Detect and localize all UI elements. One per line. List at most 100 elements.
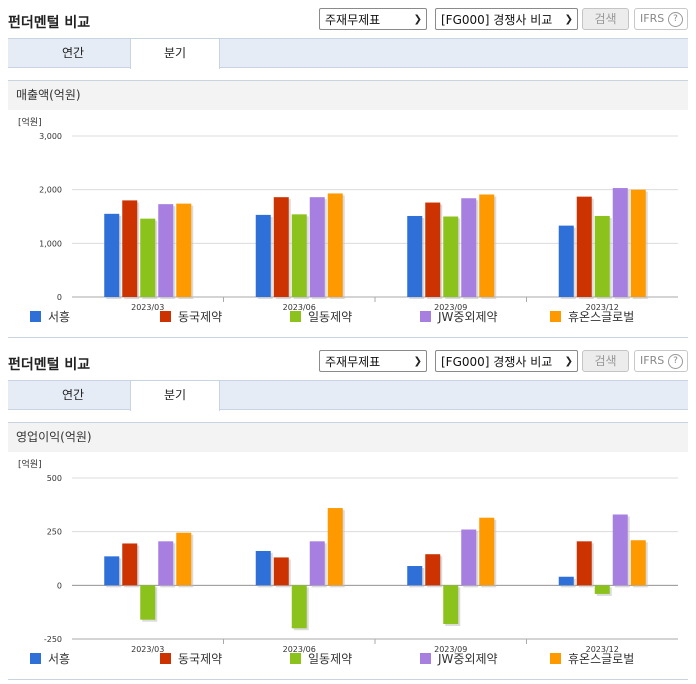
bar[interactable] <box>612 514 628 586</box>
y-tick-label: 0 <box>57 581 62 590</box>
revenue-chart: [억원] 0 1,000 2,000 3,000 2023/03 2023/06 2023/0… <box>18 116 678 324</box>
bar[interactable] <box>291 585 307 629</box>
bar[interactable] <box>291 214 307 297</box>
x-tick-label: 2023/06 <box>283 303 316 312</box>
chevron-down-icon: ❯ <box>413 356 422 367</box>
bar[interactable] <box>407 215 423 297</box>
tab-annual[interactable]: 연간 <box>61 388 85 402</box>
help-icon[interactable]: ? <box>668 354 683 369</box>
bar[interactable] <box>630 540 646 586</box>
bar[interactable] <box>327 193 343 297</box>
compare-select-value: [FG000] 경쟁사 비교 <box>441 355 553 369</box>
bar[interactable] <box>443 585 459 624</box>
statement-select-value: 주재무제표 <box>325 355 381 369</box>
bar[interactable] <box>255 550 271 586</box>
bar[interactable] <box>273 557 289 586</box>
bar[interactable] <box>630 189 646 297</box>
panel-title: 펀더멘털 비교 <box>8 15 91 31</box>
legend-swatch <box>290 653 301 664</box>
legend-label[interactable]: 동국제약 <box>178 651 222 666</box>
legend-label[interactable]: 동국제약 <box>178 309 222 324</box>
compare-select[interactable]: [FG000] 경쟁사 비교 ❯ <box>435 350 578 372</box>
bar[interactable] <box>443 216 459 298</box>
x-tick-label: 2023/03 <box>131 645 164 654</box>
bar[interactable] <box>327 508 343 586</box>
legend-label[interactable]: JW중외제약 <box>437 309 498 324</box>
legend-label[interactable]: 휴온스글로벌 <box>568 652 634 666</box>
bar[interactable] <box>104 213 120 297</box>
y-tick-label: 250 <box>47 528 62 537</box>
legend-label[interactable]: JW중외제약 <box>437 651 498 666</box>
legend-label[interactable]: 일동제약 <box>308 309 352 324</box>
x-tick-label: 2023/03 <box>131 303 164 312</box>
chart-title: 매출액(억원) <box>8 81 688 110</box>
legend-swatch <box>160 653 171 664</box>
bar[interactable] <box>558 576 574 586</box>
bar[interactable] <box>140 585 156 620</box>
legend-swatch <box>550 653 561 664</box>
compare-select[interactable]: [FG000] 경쟁사 비교 ❯ <box>435 8 578 30</box>
panel-header: 펀더멘털 비교 주재무제표 ❯ [FG000] 경쟁사 비교 ❯ 검색 IFRS… <box>0 342 696 380</box>
bar[interactable] <box>479 517 495 586</box>
bar[interactable] <box>479 194 495 297</box>
y-tick-label: 2,000 <box>39 186 62 195</box>
y-tick-label: 0 <box>57 293 62 302</box>
bar[interactable] <box>425 202 441 297</box>
bar[interactable] <box>122 200 138 297</box>
period-tabs: 연간 분기 <box>8 38 688 69</box>
bar[interactable] <box>558 225 574 297</box>
bar[interactable] <box>309 541 325 586</box>
chevron-down-icon: ❯ <box>564 14 573 25</box>
help-icon[interactable]: ? <box>668 12 683 27</box>
statement-select[interactable]: 주재무제표 ❯ <box>319 350 427 372</box>
bar[interactable] <box>612 188 628 297</box>
compare-select-value: [FG000] 경쟁사 비교 <box>441 13 553 27</box>
bar[interactable] <box>407 566 423 586</box>
legend-label[interactable]: 휴온스글로벌 <box>568 310 634 324</box>
bar[interactable] <box>122 543 138 586</box>
bar[interactable] <box>309 197 325 297</box>
legend-swatch <box>160 311 171 322</box>
legend-label[interactable]: 일동제약 <box>308 651 352 666</box>
bar[interactable] <box>273 197 289 297</box>
panel-header: 펀더멘털 비교 주재무제표 ❯ [FG000] 경쟁사 비교 ❯ 검색 IFRS… <box>0 0 696 38</box>
legend-label[interactable]: 서흥 <box>48 652 70 666</box>
bar[interactable] <box>576 541 592 586</box>
fundamental-panel-revenue: 펀더멘털 비교 주재무제표 ❯ [FG000] 경쟁사 비교 ❯ 검색 IFRS… <box>0 0 696 338</box>
search-button[interactable]: 검색 <box>582 350 629 372</box>
legend-swatch <box>30 311 41 322</box>
bar[interactable] <box>104 556 120 586</box>
tab-quarterly[interactable]: 분기 <box>130 381 220 411</box>
unit-label: [억원] <box>18 116 42 128</box>
bar[interactable] <box>425 554 441 586</box>
bar[interactable] <box>176 203 192 297</box>
bar[interactable] <box>594 215 610 297</box>
chevron-down-icon: ❯ <box>413 14 422 25</box>
search-button[interactable]: 검색 <box>582 8 629 30</box>
panel-title: 펀더멘털 비교 <box>8 357 91 373</box>
bar[interactable] <box>461 198 477 297</box>
bar[interactable] <box>158 204 174 297</box>
chart-container: 영업이익(억원) [억원] -250 0 250 500 2023/03 2023/06 20… <box>8 422 688 680</box>
tab-annual[interactable]: 연간 <box>61 46 85 60</box>
bar[interactable] <box>176 532 192 586</box>
bar[interactable] <box>158 541 174 586</box>
ifrs-button[interactable]: IFRS ? <box>634 350 688 372</box>
bar[interactable] <box>576 196 592 297</box>
y-tick-label: 3,000 <box>39 132 62 141</box>
x-tick-label: 2023/09 <box>434 303 467 312</box>
legend-label[interactable]: 서흥 <box>48 310 70 324</box>
legend-swatch <box>290 311 301 322</box>
ifrs-label: IFRS <box>640 354 665 367</box>
operating-profit-chart: [억원] -250 0 250 500 2023/03 2023/06 2023/09 2023… <box>18 458 678 666</box>
bar[interactable] <box>255 214 271 297</box>
chevron-down-icon: ❯ <box>564 356 573 367</box>
bar[interactable] <box>461 529 477 586</box>
statement-select[interactable]: 주재무제표 ❯ <box>319 8 427 30</box>
bar[interactable] <box>140 218 156 297</box>
ifrs-label: IFRS <box>640 12 665 25</box>
tab-quarterly[interactable]: 분기 <box>130 39 220 69</box>
statement-select-value: 주재무제표 <box>325 13 381 27</box>
bar[interactable] <box>594 585 610 594</box>
ifrs-button[interactable]: IFRS ? <box>634 8 688 30</box>
